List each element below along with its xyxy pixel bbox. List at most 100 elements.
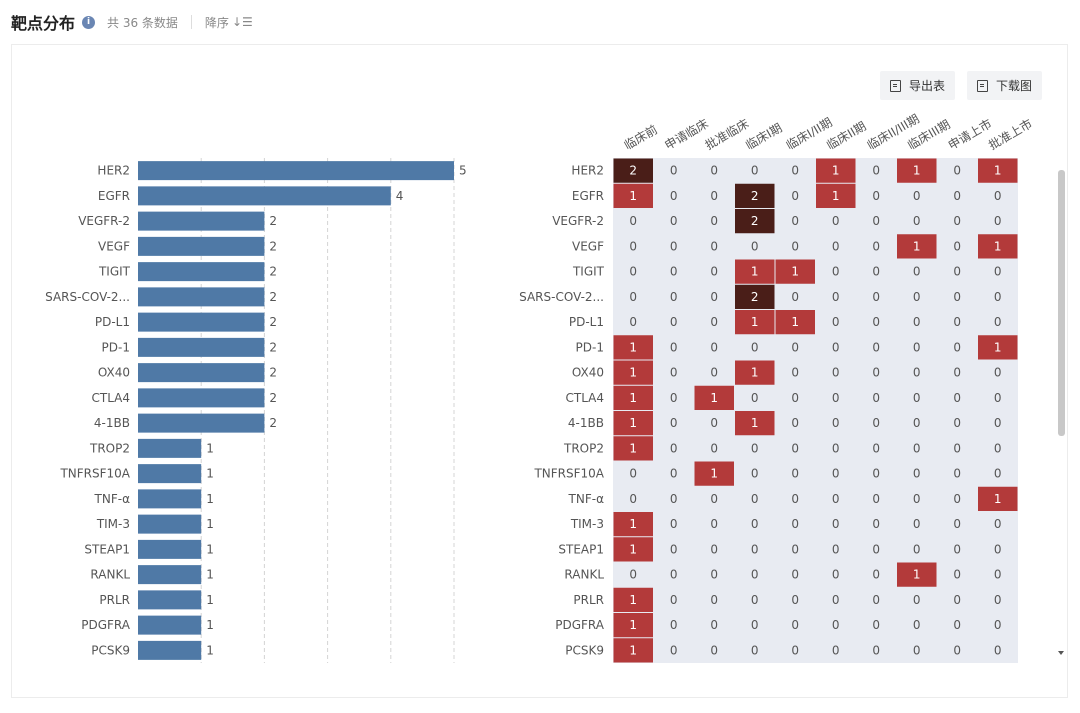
heatmap-cell-value: 1 (629, 593, 637, 607)
bar (138, 640, 202, 660)
heatmap-cell-value: 0 (953, 214, 961, 228)
heatmap-cell-value: 0 (670, 593, 678, 607)
heatmap-cell (613, 183, 653, 208)
heatmap-cell-value: 0 (791, 164, 799, 178)
scroll-down-arrow-icon[interactable] (1058, 651, 1064, 655)
bar-value-label: 1 (206, 643, 214, 657)
heatmap-cell-value: 0 (670, 467, 678, 481)
bar-category-label: 4-1BB (94, 416, 130, 430)
heatmap-cell (897, 158, 937, 183)
heatmap-cell-value: 0 (953, 441, 961, 455)
heatmap-cell-value: 0 (710, 542, 718, 556)
heatmap-cell (613, 411, 653, 436)
bar (138, 337, 265, 357)
heatmap-cell-value: 1 (994, 492, 1002, 506)
heatmap-cell-value: 0 (791, 340, 799, 354)
heatmap-cell-value: 0 (953, 517, 961, 531)
download-image-button[interactable]: 下载图 (967, 71, 1042, 100)
heatmap-cell-value: 1 (629, 643, 637, 657)
heatmap-cell-value: 0 (994, 593, 1002, 607)
heatmap-cell-value: 0 (913, 643, 921, 657)
heatmap-cell-value: 0 (832, 593, 840, 607)
heatmap-cell-value: 2 (751, 290, 759, 304)
bar (138, 514, 202, 534)
heatmap-cell-value: 1 (913, 568, 921, 582)
bar (138, 590, 202, 610)
heatmap-cell-value: 0 (953, 643, 961, 657)
heatmap-cell-value: 1 (751, 366, 759, 380)
heatmap-cell-value: 0 (913, 517, 921, 531)
heatmap-cell-value: 1 (629, 391, 637, 405)
bar (138, 489, 202, 509)
heatmap-cell-value: 1 (629, 416, 637, 430)
bar (138, 388, 265, 408)
scrollbar-thumb[interactable] (1058, 170, 1065, 436)
bar-category-label: STEAP1 (84, 542, 130, 556)
heatmap-cell-value: 1 (791, 265, 799, 279)
heatmap-cell-value: 0 (629, 492, 637, 506)
heatmap-cell-value: 0 (872, 593, 880, 607)
heatmap-cell-value: 0 (710, 290, 718, 304)
heatmap-cell-value: 0 (832, 492, 840, 506)
heatmap-row-label: TNF-α (568, 492, 605, 506)
heatmap-cell-value: 0 (629, 315, 637, 329)
heatmap-row-label: CTLA4 (565, 391, 604, 405)
sort-desc-icon: ↓☰ (231, 15, 253, 29)
heatmap-cell-value: 0 (872, 618, 880, 632)
heatmap-column-label: 批准上市 (986, 116, 1035, 153)
bar (138, 413, 265, 433)
heatmap-cell-value: 0 (629, 568, 637, 582)
bar (138, 186, 391, 206)
bar-value-label: 2 (269, 290, 277, 304)
heatmap-cell-value: 0 (872, 315, 880, 329)
bar-category-label: PD-1 (102, 340, 130, 354)
heatmap-cell-value: 0 (913, 315, 921, 329)
heatmap-cell-value: 0 (710, 441, 718, 455)
divider (190, 15, 192, 29)
heatmap-cell-value: 0 (791, 290, 799, 304)
heatmap-cell-value: 0 (953, 467, 961, 481)
heatmap-row-label: EGFR (572, 189, 604, 203)
heatmap-cell-value: 0 (791, 441, 799, 455)
heatmap-cell-value: 1 (751, 416, 759, 430)
heatmap-cell-value: 0 (791, 593, 799, 607)
sort-toggle[interactable]: 降序 ↓☰ (205, 14, 253, 31)
heatmap-cell-value: 0 (832, 517, 840, 531)
bar-value-label: 2 (269, 315, 277, 329)
heatmap-cell-value: 0 (913, 189, 921, 203)
heatmap-cell (735, 259, 775, 284)
heatmap-cell-value: 0 (994, 441, 1002, 455)
heatmap-cell-value: 0 (953, 416, 961, 430)
heatmap-cell-value: 0 (913, 391, 921, 405)
heatmap-cell-value: 2 (751, 189, 759, 203)
heatmap-cell-value: 0 (832, 239, 840, 253)
export-table-button[interactable]: 导出表 (880, 71, 955, 100)
heatmap-cell (613, 385, 653, 410)
bar-category-label: PRLR (99, 593, 130, 607)
heatmap-row-label: VEGF (572, 239, 604, 253)
heatmap-cell-value: 0 (872, 391, 880, 405)
heatmap-cell-value: 1 (791, 315, 799, 329)
heatmap-cell-value: 1 (629, 517, 637, 531)
heatmap-cell (613, 537, 653, 562)
heatmap-row-label: RANKL (564, 568, 604, 582)
heatmap-cell-value: 0 (791, 568, 799, 582)
heatmap-cell-value: 0 (710, 416, 718, 430)
heatmap-cell-value: 1 (994, 239, 1002, 253)
bar-value-label: 1 (206, 517, 214, 531)
bar-category-label: TIGIT (98, 265, 131, 279)
heatmap-cell (735, 284, 775, 309)
heatmap-cell-value: 0 (670, 239, 678, 253)
bar (138, 211, 265, 231)
bar-value-label: 1 (206, 542, 214, 556)
heatmap-cell-value: 0 (670, 290, 678, 304)
heatmap-cell-value: 1 (751, 315, 759, 329)
heatmap-cell-value: 0 (791, 517, 799, 531)
heatmap-cell-value: 0 (832, 643, 840, 657)
heatmap-cell-value: 1 (629, 189, 637, 203)
info-icon[interactable]: i (82, 15, 96, 29)
heatmap-cell-value: 0 (670, 214, 678, 228)
heatmap-cell-value: 0 (994, 416, 1002, 430)
bar-category-label: OX40 (98, 366, 130, 380)
bar-value-label: 1 (206, 467, 214, 481)
